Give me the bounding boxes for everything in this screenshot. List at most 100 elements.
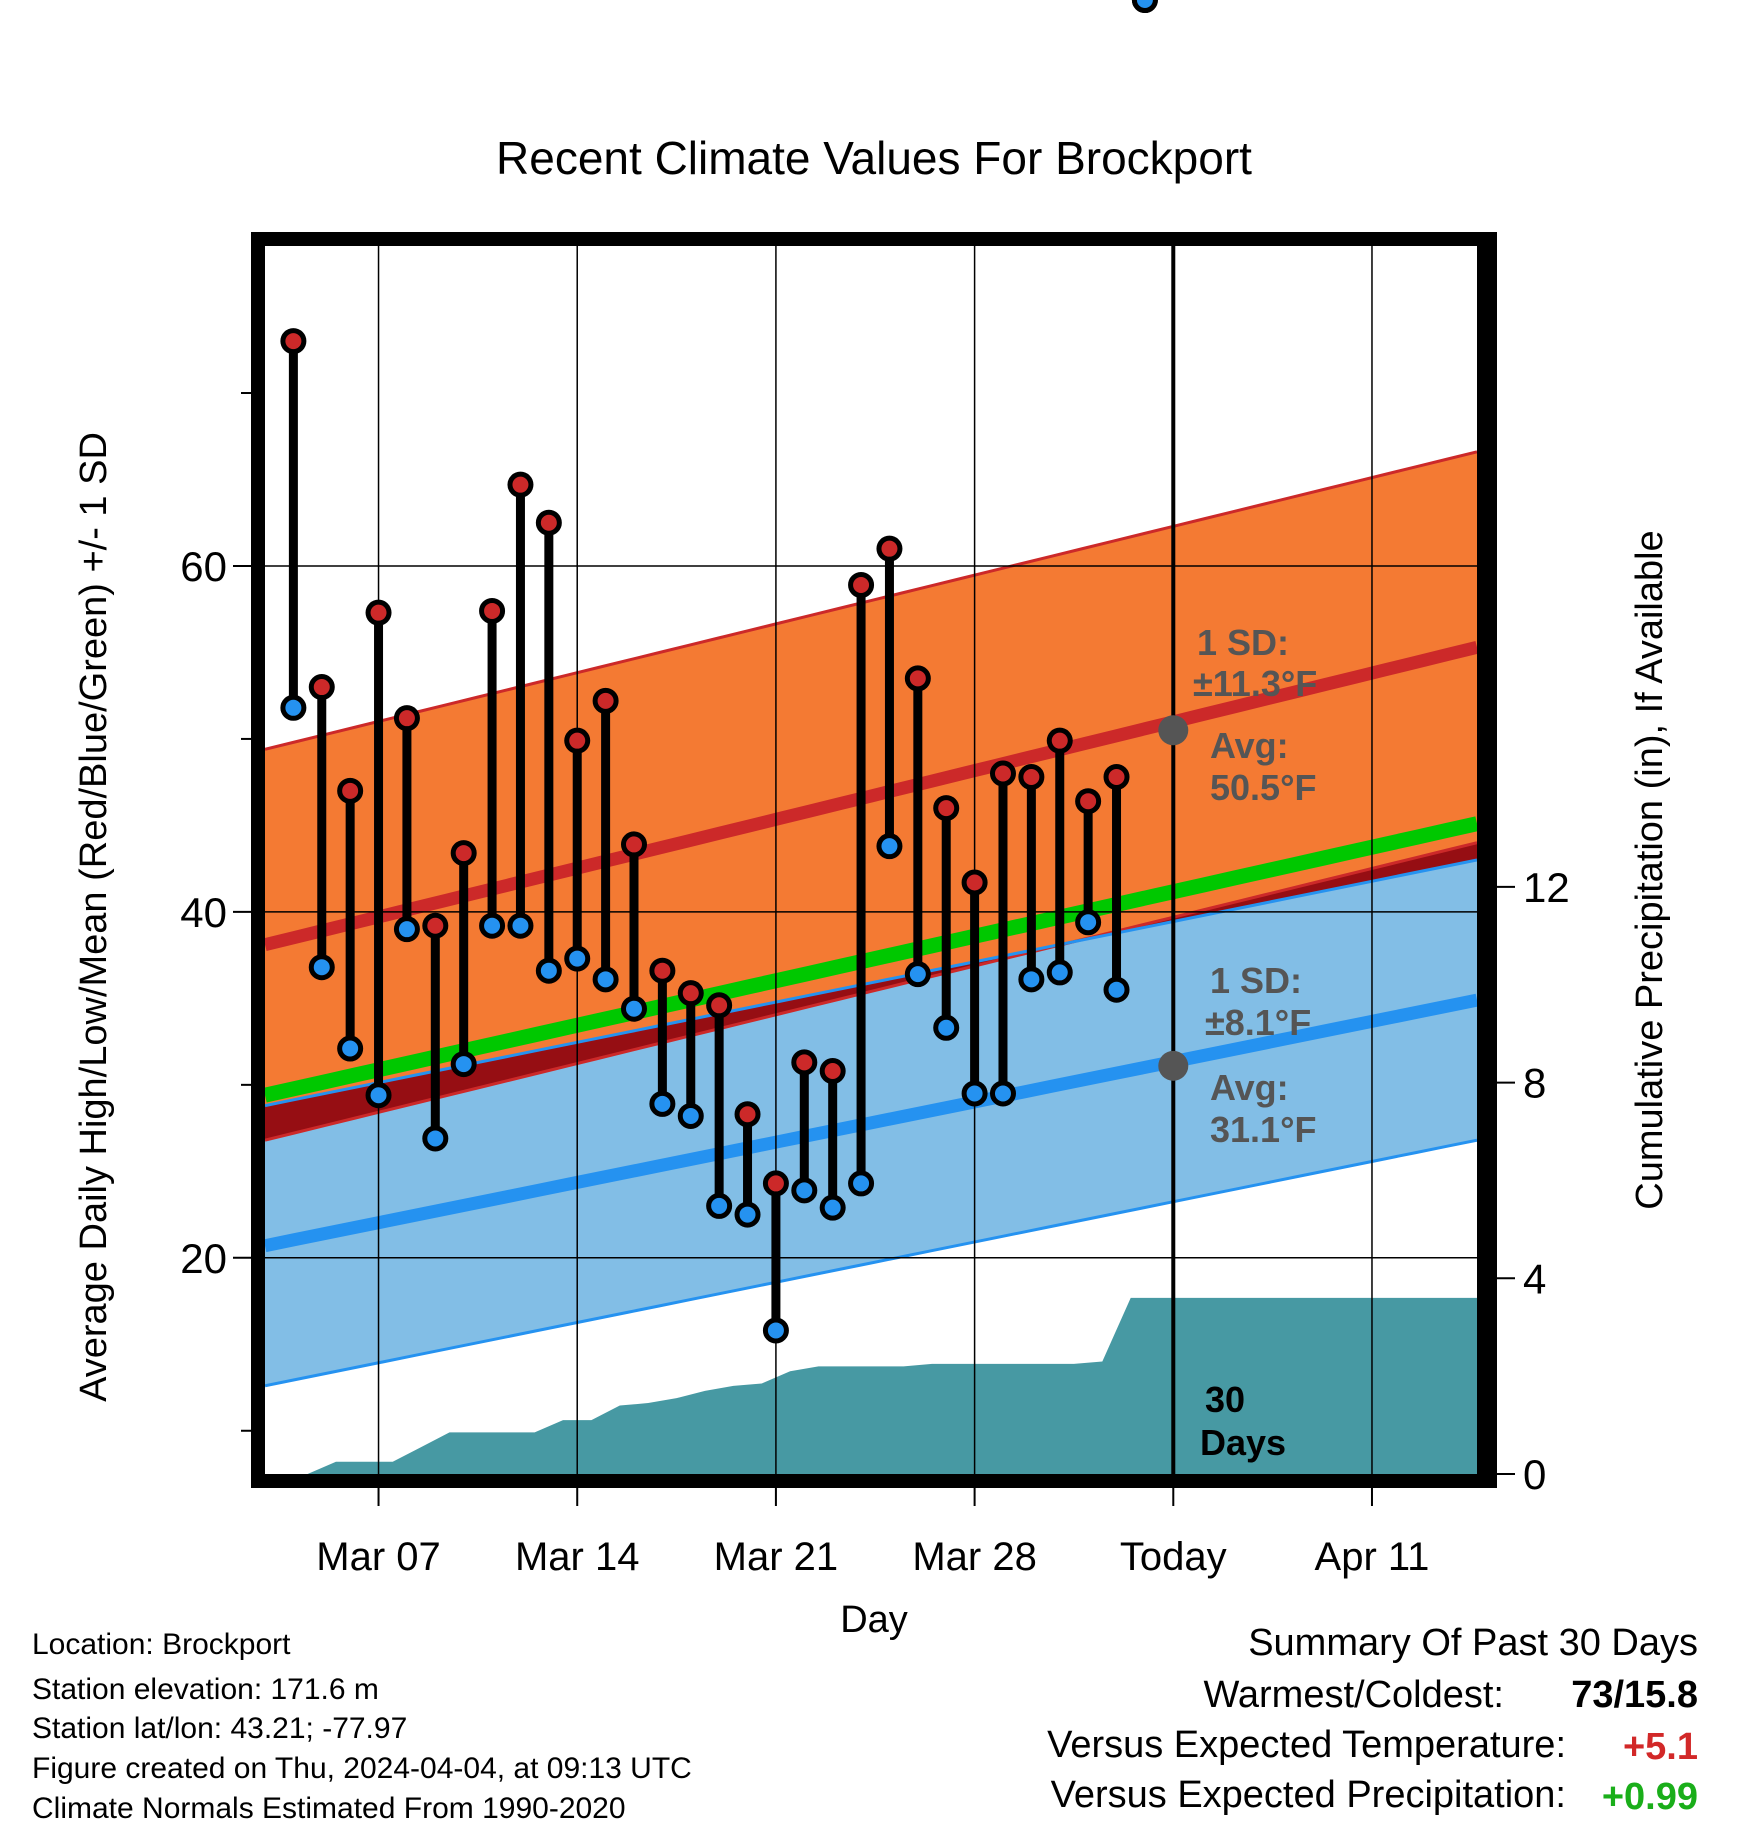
- low-sd-label: 1 SD:: [1210, 960, 1302, 1001]
- low-avg-label: Avg:: [1210, 1067, 1289, 1108]
- high-temp-point: [393, 705, 420, 732]
- low-temp-point: [706, 1192, 733, 1219]
- low-temp-point: [649, 1090, 676, 1117]
- low-temp-point: [535, 957, 562, 984]
- high-temp-point: [791, 1049, 818, 1076]
- low-temp-point: [904, 961, 931, 988]
- low-temp-point: [422, 1125, 449, 1152]
- high-temp-point: [706, 992, 733, 1019]
- low-temp-point: [1046, 959, 1073, 986]
- high-temp-point: [280, 328, 307, 355]
- low-temp-point: [989, 1080, 1016, 1107]
- y-tick-label: 40: [180, 889, 227, 936]
- y-tick-label: 20: [180, 1235, 227, 1282]
- low-temp-point: [620, 995, 647, 1022]
- y2-axis-label: Cumulative Precipitation (in), If Availa…: [1629, 530, 1671, 1209]
- high-temp-point: [649, 957, 676, 984]
- window-label-days: Days: [1200, 1422, 1286, 1463]
- high-sd-upper-line: [265, 450, 1477, 751]
- summary-precip-value: +0.99: [1601, 1776, 1698, 1818]
- x-tick-label: Mar 14: [515, 1535, 640, 1579]
- low-temp-point: [762, 1317, 789, 1344]
- info-normals: Climate Normals Estimated From 1990-2020: [32, 1792, 626, 1825]
- low-sd-lower-line: [265, 1138, 1477, 1388]
- summary-temp-label: Versus Expected Temperature:: [1047, 1724, 1566, 1766]
- high-temp-point: [422, 912, 449, 939]
- info-elevation: Station elevation: 171.6 m: [32, 1673, 379, 1706]
- summary-title: Summary Of Past 30 Days: [1248, 1622, 1698, 1664]
- y-tick-label: 60: [180, 543, 227, 590]
- avg-low-line: [265, 993, 1477, 1253]
- plot-border-right-thick: [1477, 232, 1497, 1488]
- high-temp-point: [308, 674, 335, 701]
- high-temp-point: [1046, 727, 1073, 754]
- low-temp-point: [564, 945, 591, 972]
- low-sd-value: ±8.1°F: [1205, 1002, 1311, 1043]
- low-temp-point: [791, 1177, 818, 1204]
- x-tick-label: Apr 11: [1315, 1535, 1430, 1579]
- y2-tick-label: 0: [1523, 1451, 1546, 1498]
- high-temp-point: [819, 1058, 846, 1085]
- high-temp-point: [677, 980, 704, 1007]
- high-temp-point: [450, 840, 477, 867]
- x-tick-label: Mar 07: [316, 1535, 441, 1579]
- info-created: Figure created on Thu, 2024-04-04, at 09…: [32, 1752, 692, 1785]
- low-temp-point: [308, 954, 335, 981]
- high-temp-point: [592, 687, 619, 714]
- low-avg-marker: [1158, 1050, 1189, 1081]
- low-temp-point: [848, 1170, 875, 1197]
- low-temp-point: [479, 912, 506, 939]
- high-temp-point: [1103, 763, 1130, 790]
- high-temp-point: [365, 599, 392, 626]
- info-location: Location: Brockport: [32, 1628, 291, 1661]
- low-temp-point: [819, 1194, 846, 1221]
- summary-warmest-value: 73/15.8: [1571, 1674, 1698, 1716]
- summary-warmest-label: Warmest/Coldest:: [1203, 1674, 1504, 1716]
- low-temp-point: [592, 966, 619, 993]
- x-tick-label: Mar 28: [912, 1535, 1037, 1579]
- low-temp-point: [337, 1035, 364, 1062]
- low-temp-point: [933, 1014, 960, 1041]
- high-temp-point: [620, 831, 647, 858]
- high-temp-point: [961, 869, 988, 896]
- low-temp-point: [1103, 976, 1130, 1003]
- high-temp-point: [989, 760, 1016, 787]
- plot-frame: [251, 232, 1497, 1488]
- high-temp-point: [337, 777, 364, 804]
- low-temp-point: [734, 1201, 761, 1228]
- x-tick-label: Today: [1120, 1535, 1227, 1579]
- high-temp-point: [762, 1170, 789, 1197]
- y2-tick-label: 8: [1523, 1060, 1546, 1107]
- high-temp-point: [734, 1101, 761, 1128]
- low-temp-point: [1131, 0, 1158, 13]
- low-temp-point: [876, 833, 903, 860]
- low-temp-point: [1018, 966, 1045, 993]
- high-sd-lower-line: [265, 841, 1477, 1142]
- high-avg-value: 50.5°F: [1210, 767, 1316, 808]
- axes: 20 40 60 0 4 8 12 Mar 07 Mar 14 Mar 21 Mar 28 Today…: [180, 392, 1570, 1579]
- x-axis-label: Day: [840, 1599, 908, 1641]
- observed-temps: [280, 0, 1158, 1344]
- low-temp-point: [1075, 909, 1102, 936]
- high-temp-point: [507, 471, 534, 498]
- summary-temp-value: +5.1: [1622, 1726, 1698, 1768]
- window-label-number: 30: [1205, 1379, 1245, 1420]
- high-temp-point: [904, 665, 931, 692]
- info-latlon: Station lat/lon: 43.21; -77.97: [32, 1712, 408, 1745]
- low-temp-point: [961, 1080, 988, 1107]
- high-temp-point: [1018, 763, 1045, 790]
- high-temp-point: [1075, 788, 1102, 815]
- low-temp-point: [393, 916, 420, 943]
- chart-title: Recent Climate Values For Brockport: [496, 132, 1252, 184]
- high-sd-label: 1 SD:: [1197, 622, 1289, 663]
- high-avg-label: Avg:: [1210, 725, 1289, 766]
- high-temp-point: [479, 597, 506, 624]
- high-temp-point: [535, 509, 562, 536]
- precip-area: [307, 1297, 1477, 1474]
- y2-tick-label: 4: [1523, 1255, 1546, 1302]
- low-temp-point: [450, 1051, 477, 1078]
- low-temp-point: [365, 1082, 392, 1109]
- low-avg-value: 31.1°F: [1210, 1109, 1316, 1150]
- low-temp-point: [507, 912, 534, 939]
